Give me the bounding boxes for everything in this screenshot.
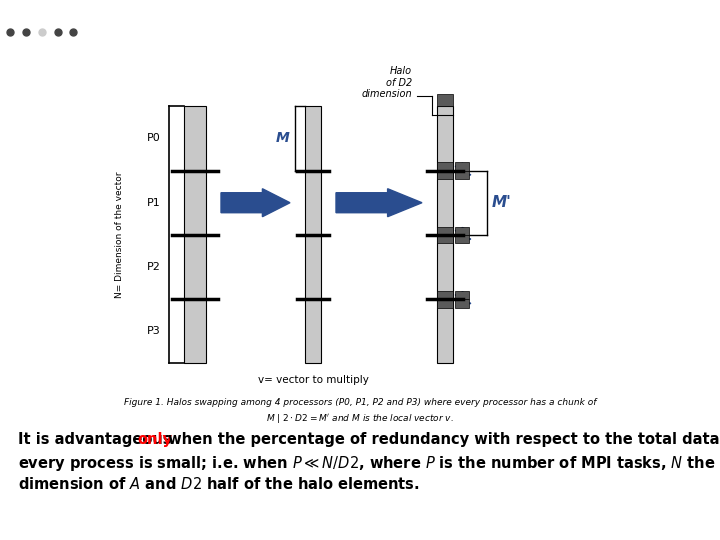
Text: M: M [275,131,289,145]
Bar [184,299,206,363]
FancyArrow shape [336,188,422,217]
Bar [305,106,321,171]
Text: Halos swapping: Halos swapping [10,46,158,64]
Bar [305,235,321,299]
Bar [455,162,469,171]
Bar [455,226,469,235]
Text: Halo
of D2
dimension: Halo of D2 dimension [361,66,412,99]
Text: v= vector to multiply: v= vector to multiply [258,375,369,386]
Text: when the percentage of redundancy with respect to the total data of: when the percentage of redundancy with r… [163,433,720,448]
Bar [305,171,321,235]
Bar [437,299,453,307]
Text: N= Dimension of the vector: N= Dimension of the vector [114,172,124,298]
Bar [437,94,453,106]
Text: every process is small; i.e. when $P \ll N/D2$, where $P$ is the number of MPI t: every process is small; i.e. when $P \ll… [18,455,716,474]
Bar [455,171,469,179]
Text: It is advantageous: It is advantageous [18,433,176,448]
Text: P2: P2 [147,262,161,272]
Text: Figure 1. Halos swapping among 4 processors (P0, P1, P2 and P3) where every proc: Figure 1. Halos swapping among 4 process… [124,399,596,408]
Bar [437,171,453,235]
Text: Multi-GPU approach implementation: Multi-GPU approach implementation [10,11,312,26]
Bar [305,299,321,363]
Text: M': M' [492,195,512,210]
Text: P0: P0 [147,133,161,144]
Bar [184,106,206,171]
FancyArrow shape [221,188,290,217]
Text: $M$ | $2 \cdot D2 = M'$ and $M$ is the local vector $v$.: $M$ | $2 \cdot D2 = M'$ and $M$ is the l… [266,413,454,426]
Bar [437,226,453,235]
Text: only: only [138,433,173,448]
Text: dimension of $A$ and $D2$ half of the halo elements.: dimension of $A$ and $D2$ half of the ha… [18,476,420,492]
Bar [437,106,453,171]
Bar [455,291,469,299]
Bar [455,235,469,243]
Bar [437,162,453,171]
Bar [184,235,206,299]
Bar [455,299,469,307]
Text: P1: P1 [147,198,161,208]
Bar [437,299,453,363]
Text: P3: P3 [147,326,161,336]
Bar [437,171,453,179]
Bar [437,235,453,299]
Bar [437,291,453,299]
Bar [184,171,206,235]
Bar [437,235,453,243]
